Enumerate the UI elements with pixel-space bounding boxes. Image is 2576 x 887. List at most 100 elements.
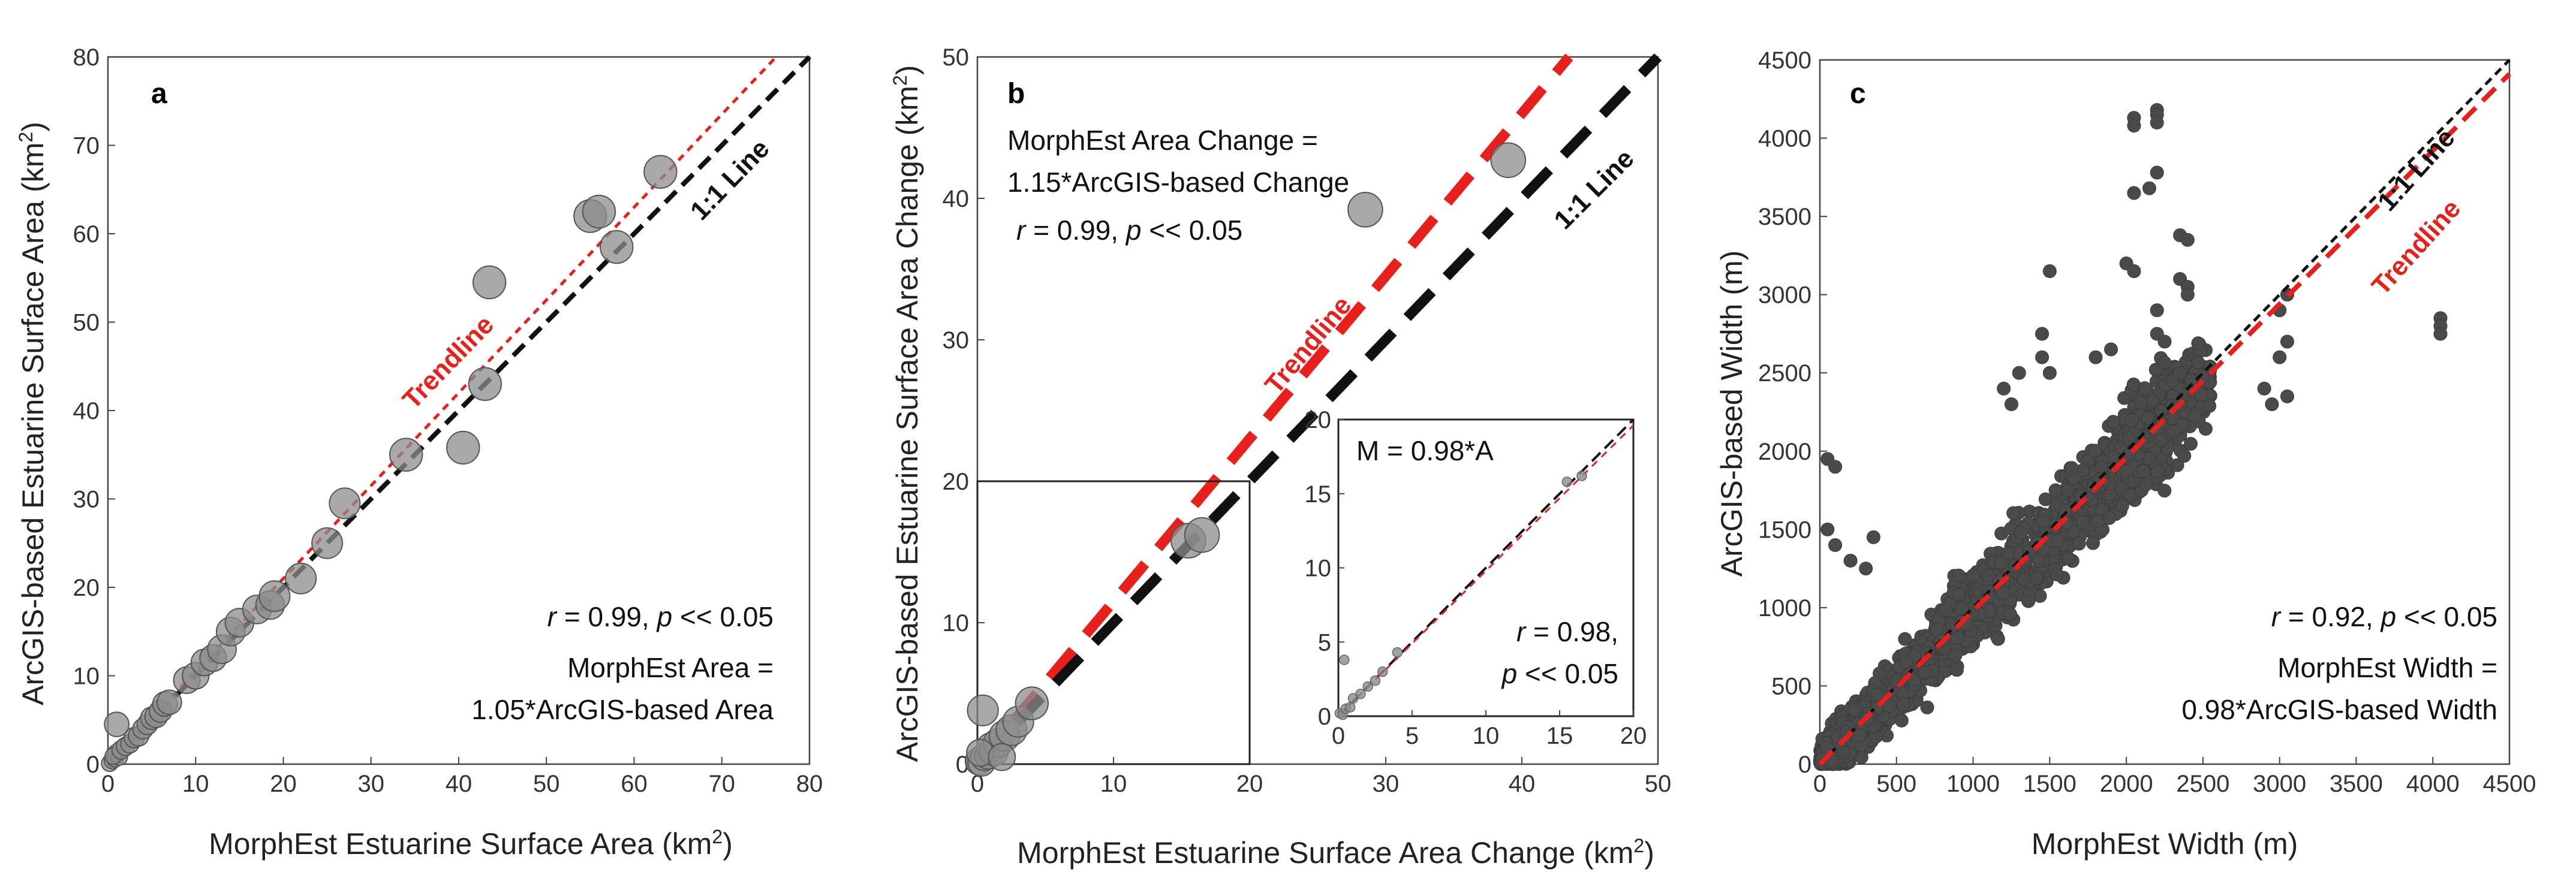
panel-c-ytick-label-6: 3000 [1758, 282, 1811, 309]
panel-c-point [2029, 571, 2044, 586]
panel-a-point-18 [156, 689, 182, 716]
panel-b-inset-ytick-label-4: 20 [1305, 407, 1332, 433]
panel-c-outlier-point-39 [2042, 366, 2057, 380]
panel-c-xtick-label-1: 500 [1876, 771, 1916, 797]
panel-c-point [2102, 511, 2117, 525]
panel-b-annotation-eq2: 1.15*ArcGIS-based Change [1007, 167, 1349, 198]
panel-c-trendline-label: Trendline [2366, 194, 2466, 301]
panel-b-xtick-label-5: 50 [1645, 771, 1672, 797]
panel-c-point [1920, 700, 1934, 714]
panel-c-outlier-point-30 [1828, 460, 1843, 474]
panel-c-outlier-point-21 [2280, 334, 2294, 349]
panel-a-ylabel: ArcGIS-based Estuarine Surface Area (km2… [15, 122, 50, 705]
panel-c-point [1991, 632, 2005, 646]
panel-c-ytick-label-9: 4500 [1758, 47, 1811, 74]
panel-c-point [2138, 478, 2153, 492]
panel-c-point [2124, 414, 2139, 428]
panel-c-outlier-point-36 [2042, 264, 2057, 278]
panel-c-point [2146, 394, 2160, 408]
panel-c-outlier-point-33 [1843, 554, 1858, 568]
panel-b-ytick-label-3: 30 [943, 327, 970, 354]
panel-c-point [2048, 483, 2063, 497]
panel-a-xtick-label-6: 60 [621, 771, 648, 797]
panel-a-point-33 [446, 430, 480, 465]
panel-c-point [1993, 556, 2008, 570]
panel-c-point [2141, 411, 2155, 426]
panel-a-ytick-label-1: 10 [73, 663, 100, 690]
panel-c-outlier-point-4 [2150, 115, 2164, 129]
panel-b-inset-annotation-eq: M = 0.98*A [1356, 435, 1494, 466]
panel-b-xtick-label-3: 30 [1373, 771, 1400, 797]
panel-c-point [1869, 687, 1883, 702]
panel-c-point [2183, 437, 2198, 451]
panel-a-point-38 [600, 230, 634, 264]
panel-b-ytick-label-1: 10 [943, 610, 970, 636]
panel-c-point [1966, 568, 1981, 583]
panel-c-outlier-point-9 [2127, 186, 2141, 200]
panel-a-point-30 [311, 527, 344, 559]
panel-b-ytick-label-2: 20 [943, 469, 970, 495]
panel-c-point [1853, 728, 1867, 743]
panel-c-point [2157, 355, 2172, 370]
panel-c-point [1894, 713, 1909, 728]
panel-c-one-to-one-line [1819, 59, 2511, 765]
panel-c-xlabel: MorphEst Width (m) [2032, 827, 2298, 861]
panel-c-outlier-point-23 [2257, 381, 2271, 396]
panel-b-point-13 [988, 743, 1016, 771]
panel-c-trendline [1818, 72, 2511, 766]
panel-b-xtick-label-2: 20 [1236, 771, 1263, 797]
panel-c-outlier-point-43 [2180, 288, 2195, 302]
panel-a-point-34 [468, 367, 502, 401]
panel-c-outlier-point-31 [1820, 522, 1835, 536]
panel-c-ytick-label-0: 0 [1798, 752, 1811, 778]
panel-a-xtick-label-8: 80 [796, 771, 823, 797]
panel-b-xlabel: MorphEst Estuarine Surface Area Change (… [1017, 835, 1654, 870]
panel-a-one-to-one-label: 1:1 Line [685, 134, 775, 226]
panel-b-inset-point-11 [1561, 476, 1573, 487]
panel-c-ytick-label-5: 2500 [1758, 360, 1811, 387]
panel-c-point [2115, 499, 2129, 513]
panel-b-xtick-label-0: 0 [971, 771, 984, 797]
panel-c-xtick-label-2: 1000 [1946, 771, 2000, 797]
panel-a-xtick-label-3: 30 [358, 771, 385, 797]
panel-c-point [2120, 464, 2134, 479]
panel-c-point [2191, 336, 2205, 351]
panel-a-ytick-label-4: 40 [73, 398, 100, 424]
panel-c-point [1952, 587, 1966, 602]
panel-c-point [2194, 388, 2208, 402]
panel-b-trendline [973, 53, 1573, 768]
panel-b-inset-ytick-label-3: 15 [1305, 481, 1332, 508]
panel-c-outlier-point-37 [2035, 327, 2050, 341]
panel-a-ytick-label-0: 0 [86, 752, 100, 778]
panel-c-outlier-point-42 [2157, 334, 2172, 349]
panel-c-ytick-label-4: 2000 [1758, 439, 1811, 465]
panel-c-point [2191, 355, 2205, 370]
panel-c-point [2150, 464, 2165, 479]
panel-a-xtick-label-7: 70 [709, 771, 736, 797]
panel-c-point [1837, 745, 1851, 759]
panel-b-inset-xtick-label-2: 10 [1473, 723, 1500, 749]
panel-c-outlier-point-32 [1828, 538, 1843, 552]
panel-b-inset-ytick-label-1: 5 [1318, 629, 1331, 656]
panel-c-outlier-point-25 [2280, 389, 2294, 403]
panel-c-point [1955, 601, 1969, 616]
panel-c-outlier-point-5 [2142, 181, 2156, 195]
panel-b-ytick-label-5: 50 [943, 44, 970, 71]
panel-a-ytick-label-6: 60 [73, 221, 100, 248]
panel-a-point-29 [285, 562, 317, 595]
panel-c-outlier-point-40 [2150, 303, 2164, 318]
panel-a-annotation-eq2: 1.05*ArcGIS-based Area [471, 694, 774, 725]
panel-c-ytick-label-2: 1000 [1758, 595, 1811, 621]
panel-b-letter: b [1007, 78, 1025, 110]
panel-c-point [1918, 665, 1932, 680]
panel-a-one-to-one-line [106, 55, 811, 766]
panel-b-point-16 [1347, 192, 1383, 228]
panel-c-point [1899, 655, 1913, 669]
panel-c-outlier-point-45 [2173, 366, 2187, 380]
panel-b-point-11 [1015, 686, 1049, 720]
panel-b-inset-point-7 [1370, 675, 1381, 686]
panel-b-inset-point-6 [1362, 681, 1373, 692]
panel-c-xtick-label-6: 3000 [2253, 771, 2306, 797]
panel-a-ytick-label-3: 30 [73, 487, 100, 513]
panel-c-point [1996, 586, 2011, 601]
